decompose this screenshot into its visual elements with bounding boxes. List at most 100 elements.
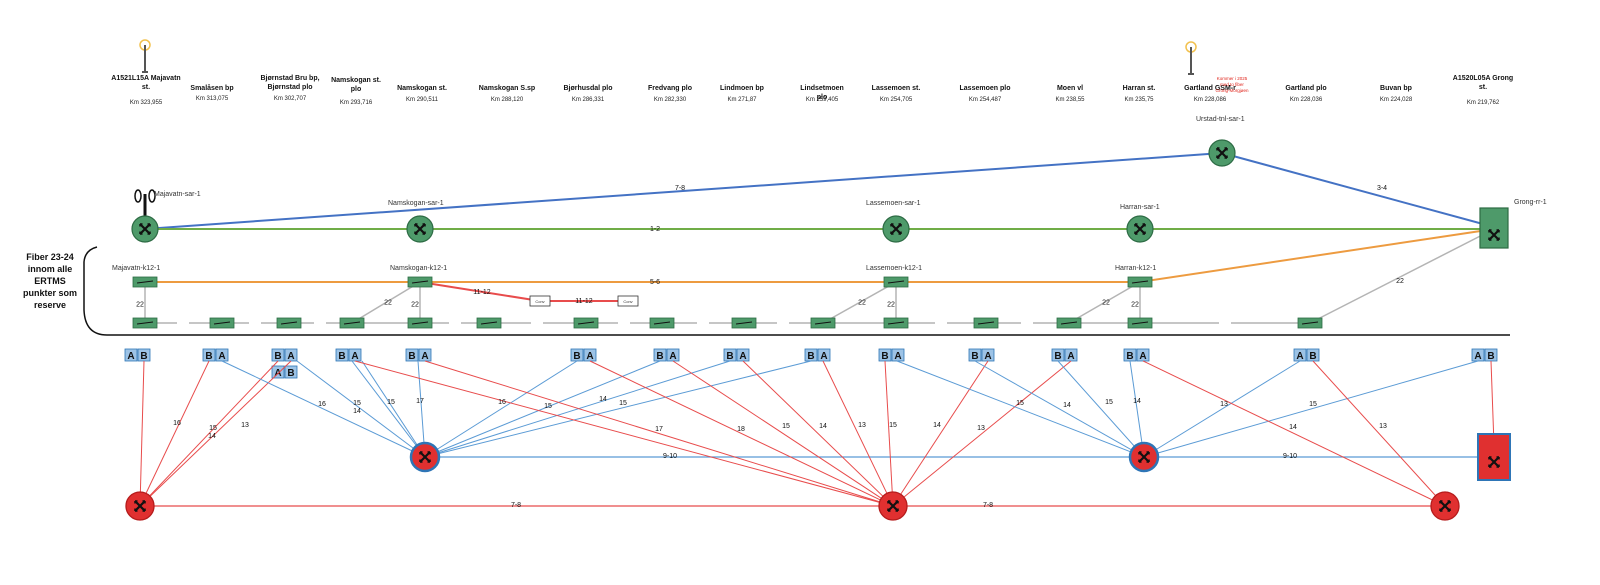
lower-blue-router-0[interactable] [409,441,441,473]
lower-grong-router[interactable] [1477,433,1511,481]
router-arrow-icon [1142,231,1146,235]
router-arrow-icon [142,508,146,512]
lower-blue-router-1[interactable] [1128,441,1160,473]
spoke-line [1312,360,1446,507]
station-name-0: A1521L15A Majavatn st. [111,75,180,91]
spoke-line [139,360,210,507]
ring-switch-9[interactable] [810,317,836,329]
spoke-label: 15 [1016,400,1024,407]
station-km-17: Km 219,762 [1467,100,1500,106]
k12-switch-2[interactable] [883,276,909,288]
station-km-6: Km 286,331 [572,97,605,103]
ab-box [405,348,419,362]
sar-node-3[interactable] [1126,215,1154,243]
ring-switch-5[interactable] [476,317,502,329]
router-arrow-icon [414,223,418,227]
router-cross-icon [414,223,426,235]
ring-switch-12[interactable] [1056,317,1082,329]
spoke-line [417,360,426,458]
svg-text:Conv: Conv [623,299,632,304]
router-arrow-icon [1146,451,1150,455]
sar-node-4[interactable] [1208,139,1236,167]
spoke-label: 15 [619,400,627,407]
router-arrow-icon [1488,456,1492,460]
spoke-line [361,360,426,458]
ring-switch-1[interactable] [209,317,235,329]
ring-switch-8[interactable] [731,317,757,329]
grey-edge-label: 22 [384,300,392,307]
grey-edge-label: 22 [1131,302,1139,309]
station-km-14: Km 228,086 [1194,97,1227,103]
ring-switch-3[interactable] [339,317,365,329]
station-name-15: Gartland plo [1285,85,1326,92]
k12-label-0: Majavatn-k12-1 [112,265,160,272]
router-arrow-icon [1496,229,1500,233]
ring-switch-0[interactable] [132,317,158,329]
edge-label-blue-lower-a: 9-10 [663,453,677,460]
router-arrow-icon [427,451,431,455]
k12-switch-3[interactable] [1127,276,1153,288]
sar-node-1[interactable] [406,215,434,243]
router-arrow-icon [1224,147,1228,151]
k12-switch-0[interactable] [132,276,158,288]
station-name-12: Moen vl [1057,85,1083,92]
spoke-line [742,360,894,507]
ab-box [124,348,138,362]
lower-red-router-1[interactable] [878,491,908,521]
spoke-label: 14 [599,396,607,403]
router-arrow-icon [147,231,151,235]
router-arrow-icon [1138,451,1142,455]
ab-letter: A [421,351,428,362]
station-km-15: Km 228,036 [1290,97,1323,103]
ring-switch-7[interactable] [649,317,675,329]
spoke-label: 14 [1289,424,1297,431]
station-name-16: Buvan bp [1380,85,1412,92]
fiber-note: Fiber 23-24 innom alle ERTMS punkter som res… [23,252,77,310]
edge-label-red-lower-b: 7-8 [983,502,993,509]
blue-link-majavatn-urstad [144,152,1223,230]
station-name-4: Namskogan st. [397,85,447,92]
router-arrow-icon [1134,231,1138,235]
router-arrow-icon [1216,147,1220,151]
sar-node-0[interactable] [131,215,159,243]
router-arrow-icon [414,231,418,235]
ring-switch-4[interactable] [407,317,433,329]
station-name-3: Namskogan st. plo [331,77,381,93]
ring-switch-6[interactable] [573,317,599,329]
k12-switch-1[interactable] [407,276,433,288]
station-name-2: Bjørnstad Bru bp, Bjørnstad plo [260,75,319,91]
grong-rr-node[interactable] [1479,207,1509,249]
ring-switch-14[interactable] [1297,317,1323,329]
station-name-9: Lindsetmoen plo [800,85,844,101]
station-km-13: Km 235,75 [1124,97,1154,103]
sar-label-2: Lassemoen-sar-1 [866,200,921,207]
spoke-label: 14 [1133,398,1141,405]
edge-label-red-lower-a: 7-8 [511,502,521,509]
spoke-line [1143,360,1301,458]
ab-letter: B [1309,351,1316,362]
ring-switch-11[interactable] [973,317,999,329]
ab-letter: A [894,351,901,362]
ring-switch-13[interactable] [1127,317,1153,329]
ab-letter: B [971,351,978,362]
spoke-line [296,360,426,458]
router-cross-icon [1488,456,1500,468]
k12-label-2: Lassemoen-k12-1 [866,265,922,272]
router-cross-icon [134,500,146,512]
ring-switch-10[interactable] [883,317,909,329]
lower-red-router-2[interactable] [1430,491,1460,521]
lower-red-router-0[interactable] [125,491,155,521]
grey-edge-label: 22 [887,302,895,309]
spoke-line [424,360,731,458]
ring-switch-2[interactable] [276,317,302,329]
station-km-4: Km 290,511 [406,97,439,103]
sar-node-2[interactable] [882,215,910,243]
ab-letter: B [205,351,212,362]
station-km-12: Km 238,55 [1055,97,1085,103]
antenna-icon-majavatn [139,39,151,73]
ab-letter: A [287,351,294,362]
